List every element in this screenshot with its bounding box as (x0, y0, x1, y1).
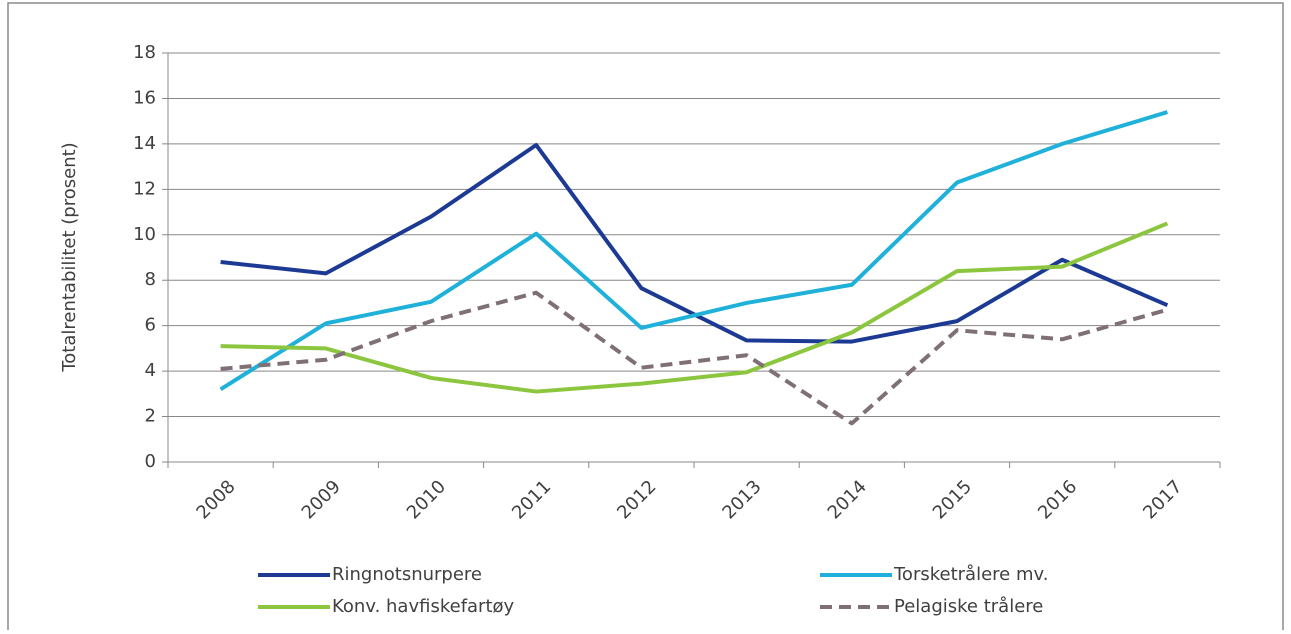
x-tick-label: 2014 (824, 476, 871, 523)
series-line (220, 290, 1168, 426)
x-tick-label: 2012 (613, 476, 660, 523)
y-axis-label: Totalrentabilitet (prosent) (59, 142, 80, 372)
x-tick-label: 2017 (1139, 476, 1186, 523)
x-tick-label: 2009 (298, 476, 345, 523)
y-tick-label: 8 (145, 269, 156, 290)
y-tick-label: 18 (133, 42, 156, 63)
series-line (220, 143, 1169, 344)
y-tick-label: 14 (133, 133, 156, 154)
x-tick-label: 2016 (1034, 476, 1081, 523)
y-tick-label: 6 (145, 315, 156, 336)
legend-label: Konv. havfiskefartøy (332, 596, 515, 617)
legend-label: Pelagiske trålere (894, 596, 1043, 617)
series-line (219, 110, 1168, 391)
y-tick-label: 10 (133, 224, 156, 245)
x-tick-label: 2011 (508, 476, 555, 523)
y-tick-label: 16 (133, 87, 156, 108)
x-tick-label: 2013 (718, 476, 765, 523)
y-tick-label: 4 (145, 360, 156, 381)
y-tick-label: 12 (133, 178, 156, 199)
y-tick-label: 0 (145, 451, 156, 472)
x-tick-label: 2015 (929, 476, 976, 523)
x-tick-label: 2010 (403, 476, 450, 523)
series-line (220, 221, 1169, 394)
x-tick-label: 2008 (192, 476, 239, 523)
legend-label: Torsketrålere mv. (893, 564, 1048, 585)
chart-border (7, 2, 1284, 634)
legend-label: Ringnotsnurpere (332, 564, 482, 585)
y-tick-label: 2 (145, 406, 156, 427)
